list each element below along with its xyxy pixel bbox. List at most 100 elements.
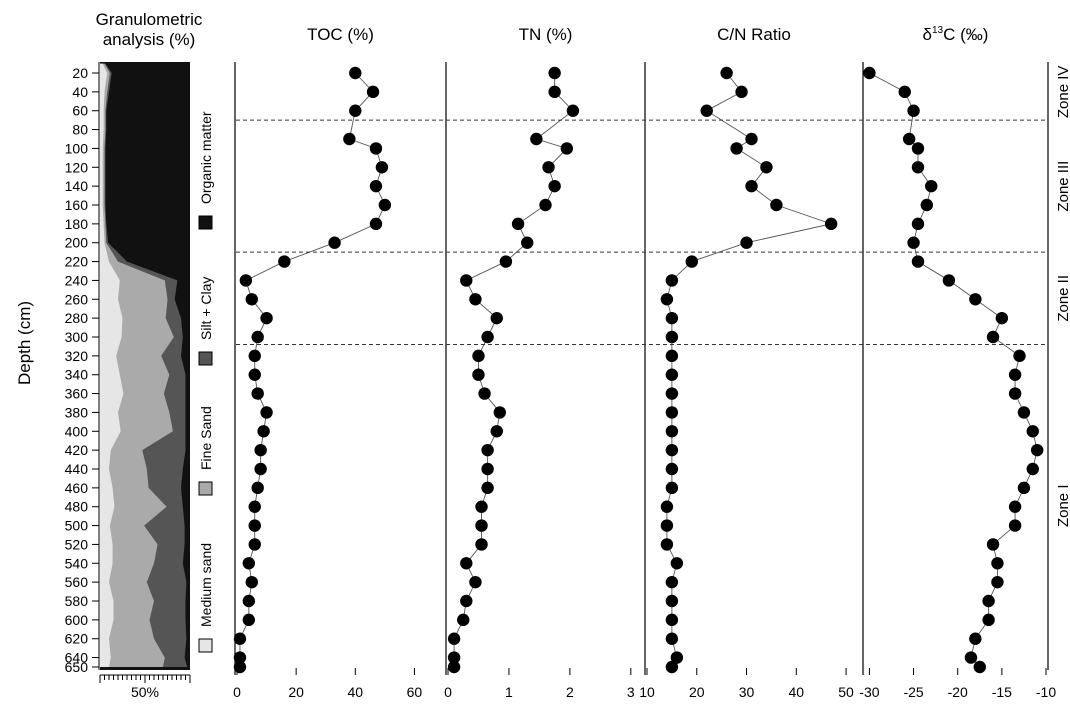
tn-point xyxy=(566,104,580,117)
d13c-point xyxy=(969,632,982,645)
toc-point xyxy=(254,443,267,457)
d13c-point xyxy=(911,217,925,231)
depth-tick-label: 280 xyxy=(65,310,89,326)
depth-tick-label: 320 xyxy=(65,348,89,364)
cn-point xyxy=(720,66,733,80)
depth-tick-label: 540 xyxy=(65,555,89,571)
d13c-point xyxy=(969,293,982,306)
toc-point xyxy=(248,349,261,363)
legend-item: Organic matter xyxy=(198,111,214,230)
tn-point xyxy=(475,538,488,551)
tn-point xyxy=(499,255,513,268)
tn-point xyxy=(472,349,485,363)
tn-x-tick-label: 1 xyxy=(505,684,513,700)
tn-point xyxy=(460,594,473,608)
d13c-x-tick-label: -30 xyxy=(859,684,879,700)
legend-label: Silt + Clay xyxy=(198,277,214,340)
tn-point xyxy=(469,575,482,589)
tn-x-tick-label: 3 xyxy=(627,684,635,700)
tn-point xyxy=(472,368,485,381)
depth-tick-label: 100 xyxy=(65,140,89,156)
depth-tick-label: 340 xyxy=(65,367,89,383)
d13c-point xyxy=(986,538,1000,551)
d13c-point xyxy=(907,104,920,117)
legend-label: Medium sand xyxy=(198,543,214,627)
legend-swatch xyxy=(198,481,213,496)
depth-tick-label: 220 xyxy=(65,254,89,270)
depth-axis-ticks: 20 40 60 80 100 120 140 160 180 200 220 240 260 280 30… xyxy=(65,62,100,675)
depth-tick-label: 180 xyxy=(65,216,89,232)
toc-point xyxy=(233,651,247,664)
tn-point xyxy=(460,557,473,570)
depth-tick-label: 520 xyxy=(65,536,89,552)
tn-point xyxy=(548,179,561,193)
cn-point xyxy=(665,462,679,476)
toc-point xyxy=(239,274,253,287)
granulometric-title-line2: analysis (%) xyxy=(103,30,196,49)
toc-point xyxy=(251,387,264,400)
toc-point xyxy=(375,161,389,174)
cn-point xyxy=(665,368,679,381)
tn-point xyxy=(481,481,494,495)
d13c-point xyxy=(982,613,995,627)
tn-point xyxy=(521,236,534,249)
toc-point xyxy=(251,330,264,344)
cn-point xyxy=(670,557,684,570)
granulometric-title-line1: Granulometric xyxy=(96,10,203,29)
d13c-point xyxy=(1008,387,1022,400)
cn-point xyxy=(700,104,713,117)
legend-label: Fine Sand xyxy=(198,406,214,470)
d13c-x-tick-label: -15 xyxy=(992,684,1012,700)
zone-label: Zone II xyxy=(1055,275,1070,322)
tn-point xyxy=(460,274,473,287)
tn-point xyxy=(481,330,494,344)
toc-point xyxy=(248,368,261,381)
panel-cn: C/N Ratio 10 20 30 40 50 xyxy=(639,25,854,700)
d13c-point xyxy=(902,132,916,146)
d13c-point xyxy=(898,85,911,99)
depth-tick-label: 580 xyxy=(65,593,89,609)
toc-point xyxy=(248,519,261,532)
cn-point xyxy=(665,406,679,419)
toc-point xyxy=(369,179,383,193)
legend-item: Silt + Clay xyxy=(198,277,214,366)
proxy-panels: TOC (%) 0 20 40 60 TN (%) 0 1 2 3 C/N Ratio 10 20 30 4… xyxy=(233,25,1056,700)
tn-point xyxy=(548,66,561,80)
tn-point xyxy=(511,217,525,231)
cn-point xyxy=(665,481,679,495)
cn-point xyxy=(685,255,698,268)
depth-tick-label: 650 xyxy=(65,659,89,675)
d13c-point xyxy=(1008,368,1022,381)
tn-x-tick-label: 0 xyxy=(444,684,452,700)
panel-tn: TN (%) 0 1 2 3 xyxy=(444,25,635,700)
d13c-point xyxy=(1017,481,1031,495)
d13c-point xyxy=(925,179,938,193)
panel-d13c: δ13C (‰) -30 -25 -20 -15 -10 xyxy=(859,25,1056,700)
toc-point xyxy=(369,142,383,155)
toc-point xyxy=(242,594,256,608)
toc-point xyxy=(248,538,261,551)
tn-point xyxy=(539,198,552,212)
d13c-point xyxy=(911,255,925,268)
toc-point xyxy=(245,293,258,306)
toc-point xyxy=(378,198,392,212)
depth-tick-label: 140 xyxy=(65,178,89,194)
depth-tick-label: 440 xyxy=(65,461,89,477)
toc-point xyxy=(260,311,273,325)
tn-point xyxy=(475,519,488,532)
d13c-point xyxy=(920,198,934,212)
toc-point xyxy=(260,406,273,419)
tn-point xyxy=(478,387,491,400)
cn-point xyxy=(665,632,679,645)
depth-tick-label: 80 xyxy=(72,122,88,138)
depth-axis-title: Depth (cm) xyxy=(15,301,34,385)
depth-tick-label: 160 xyxy=(65,197,89,213)
zone-labels: Zone IV Zone III Zone II Zone I xyxy=(236,66,1070,527)
tn-point xyxy=(457,613,470,627)
cn-point xyxy=(660,519,674,532)
depth-tick-label: 460 xyxy=(65,480,89,496)
d13c-point xyxy=(973,660,986,674)
panel-toc: TOC (%) 0 20 40 60 xyxy=(233,25,422,700)
cn-point xyxy=(660,293,674,306)
